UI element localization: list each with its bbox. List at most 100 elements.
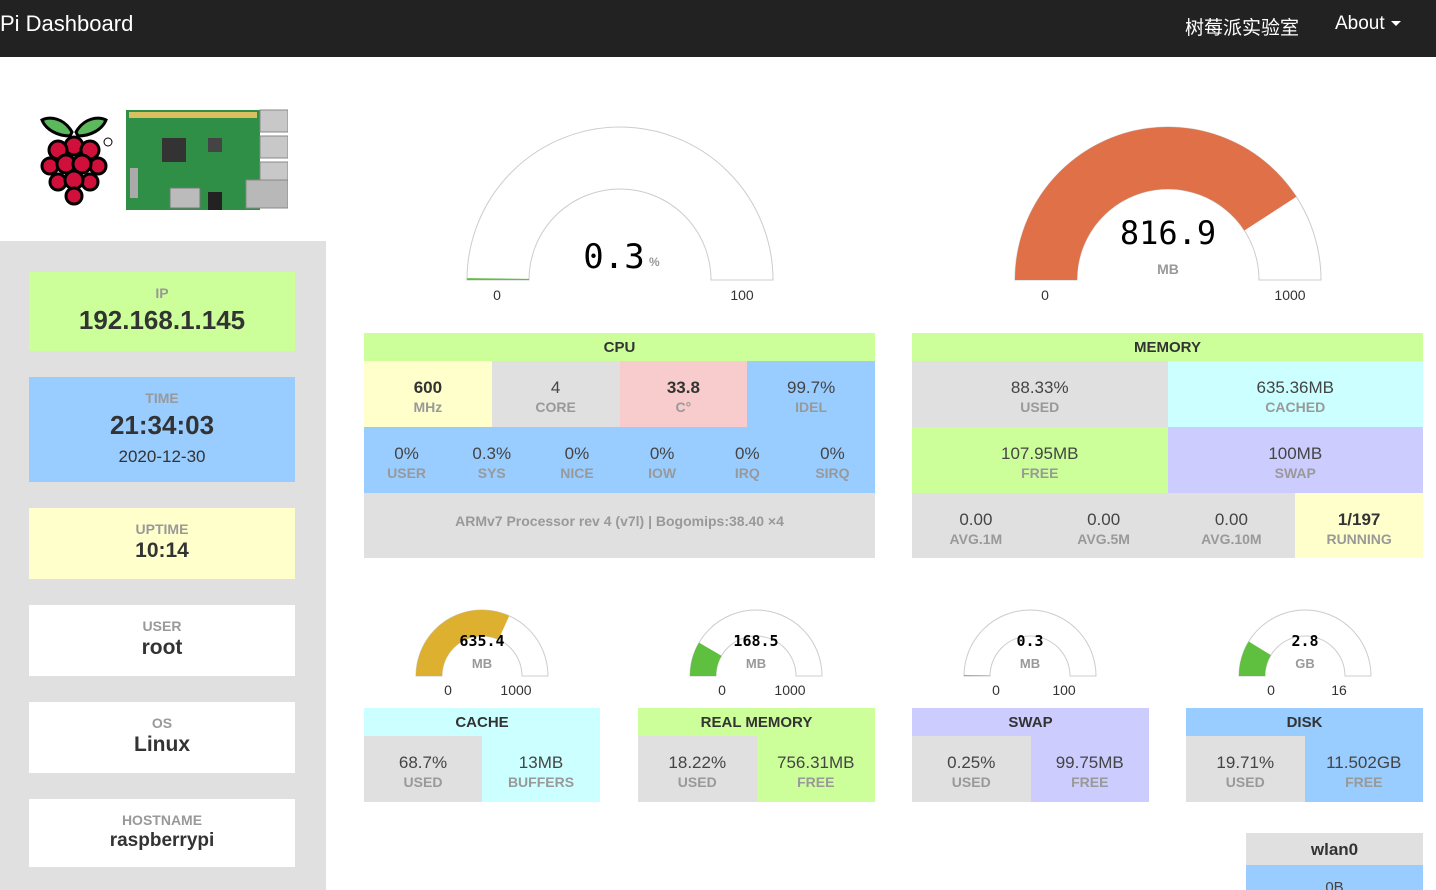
nav-link-lab[interactable]: 树莓派实验室 [1185, 18, 1300, 39]
memory-free-value: 107.95MB [1001, 444, 1079, 463]
swap-gauge-track [963, 609, 1097, 677]
disk-gauge-max: 16 [1331, 682, 1347, 698]
nav-about-dropdown[interactable]: About [1335, 13, 1401, 35]
memory-cached-cell: 635.36MB CACHED [1167, 361, 1423, 427]
memory-free-cell: 107.95MB FREE [912, 427, 1168, 493]
swap-used-label: USED [951, 774, 991, 790]
cache-gauge-unit: MB [472, 656, 492, 671]
sidebar: IP 192.168.1.145 TIME 21:34:03 2020-12-3… [0, 241, 326, 890]
swap-gauge: 0.3 MB 0 100 [963, 609, 1097, 698]
load-avg-5m: 0.00 AVG.5M [1040, 493, 1168, 558]
uptime-label: UPTIME [135, 521, 189, 537]
disk-used-value: 19.71% [1216, 753, 1275, 772]
load-avg-label: AVG.10M [1201, 531, 1262, 547]
disk-panel-title: DISK [1186, 708, 1423, 736]
hostname-label: HOSTNAME [121, 812, 203, 828]
time-label: TIME [145, 390, 179, 406]
disk-free-label: FREE [1345, 774, 1383, 790]
cpu-stat-label: SYS [477, 465, 506, 481]
memory-free-label: FREE [1021, 465, 1059, 481]
cpu-stat-iow: 0% IOW [620, 427, 705, 493]
running-processes-cell: 1/197 RUNNING [1295, 493, 1423, 558]
cpu-gauge-value: 0.3 [583, 237, 644, 277]
user-value: root [141, 636, 183, 659]
brand-title[interactable]: Pi Dashboard [0, 11, 134, 36]
swap-gauge-min: 0 [992, 682, 1000, 698]
memory-gauge-unit: MB [1157, 261, 1179, 277]
memory-swap-label: SWAP [1274, 465, 1316, 481]
cpu-gauge-min: 0 [493, 287, 501, 303]
uptime-value: 10:14 [135, 539, 189, 562]
cpu-cores-label: CORE [535, 399, 576, 415]
nav-about-label: About [1335, 13, 1385, 34]
raspberry-logo [40, 116, 113, 206]
load-avg-1m: 0.00 AVG.1M [912, 493, 1040, 558]
disk-gauge-value: 2.8 [1291, 632, 1318, 650]
cache-gauge: 635.4 MB 0 1000 [415, 609, 549, 698]
swap-free-value: 99.75MB [1055, 753, 1124, 772]
cpu-freq-value: 600 [413, 378, 443, 397]
cpu-stat-nice: 0% NICE [534, 427, 619, 493]
real-memory-panel-title: REAL MEMORY [638, 708, 875, 736]
swap-gauge-unit: MB [1020, 656, 1040, 671]
cache-panel-title: CACHE [364, 708, 600, 736]
cpu-panel: CPU 600 MHz 4 CORE 33.8 C° 99.7% IDEL 0%… [364, 333, 875, 558]
real-memory-gauge-unit: MB [746, 656, 766, 671]
memory-panel-title: MEMORY [912, 333, 1423, 361]
os-card: OS Linux [29, 702, 295, 773]
real-memory-used-value: 18.22% [668, 753, 727, 772]
memory-gauge: 816.9 MB 0 1000 [1014, 126, 1322, 303]
swap-gauge-value: 0.3 [1016, 632, 1043, 650]
cpu-temp-label: C° [675, 399, 692, 415]
cpu-gauge-fill [467, 278, 530, 280]
navbar [0, 0, 1436, 57]
ip-label: IP [155, 285, 169, 301]
memory-used-cell: 88.33% USED [912, 361, 1168, 427]
load-avg-10m: 0.00 AVG.10M [1168, 493, 1296, 558]
disk-used-cell: 19.71% USED [1186, 736, 1305, 802]
cpu-gauge: 0.3 % 0 100 [466, 126, 774, 303]
load-avg-label: AVG.1M [949, 531, 1003, 547]
memory-used-label: USED [1020, 399, 1060, 415]
user-card: USER root [29, 605, 295, 676]
disk-gauge-unit: GB [1295, 656, 1315, 671]
disk-free-value: 11.502GB [1326, 753, 1402, 772]
cpu-gauge-max: 100 [730, 287, 754, 303]
memory-swap-value: 100MB [1268, 444, 1323, 463]
cpu-stat-sys: 0.3% SYS [449, 427, 534, 493]
disk-gauge-fill [1239, 641, 1271, 676]
cpu-stat-value: 0% [734, 444, 760, 463]
memory-gauge-value: 816.9 [1120, 214, 1216, 252]
cache-gauge-max: 1000 [500, 682, 531, 698]
cpu-stat-value: 0% [394, 444, 419, 463]
real-memory-gauge-fill [690, 642, 722, 676]
disk-gauge-track [1238, 609, 1372, 677]
cpu-stat-label: NICE [560, 465, 594, 481]
cpu-idle-cell: 99.7% IDEL [747, 361, 875, 427]
real-memory-free-value: 756.31MB [777, 753, 855, 772]
network-interface-name: wlan0 [1246, 833, 1423, 865]
swap-free-cell: 99.75MB FREE [1030, 736, 1149, 802]
cpu-stat-value: 0% [649, 444, 675, 463]
cpu-stat-value: 0% [564, 444, 590, 463]
swap-used-cell: 0.25% USED [912, 736, 1031, 802]
load-avg-value: 0.00 [1087, 510, 1121, 529]
real-memory-panel: REAL MEMORY 18.22% USED 756.31MB FREE [638, 708, 875, 802]
network-panel: wlan0 0B [1246, 833, 1423, 890]
swap-used-value: 0.25% [947, 753, 996, 772]
cpu-stat-value: 0% [820, 444, 845, 463]
ip-value: 192.168.1.145 [78, 305, 246, 335]
cache-used-cell: 68.7% USED [364, 736, 482, 802]
real-memory-gauge-max: 1000 [774, 682, 805, 698]
cpu-temp-value: 33.8 [666, 378, 700, 397]
cache-buffers-label: BUFFERS [507, 774, 575, 790]
cpu-panel-title: CPU [364, 333, 875, 361]
cpu-stat-label: IRQ [734, 465, 760, 481]
uptime-card: UPTIME 10:14 [29, 508, 295, 579]
memory-gauge-min: 0 [1041, 287, 1049, 303]
real-memory-gauge-track [689, 609, 823, 677]
disk-used-label: USED [1225, 774, 1265, 790]
real-memory-used-label: USED [677, 774, 717, 790]
swap-gauge-fill [964, 675, 991, 676]
real-memory-used-cell: 18.22% USED [638, 736, 757, 802]
